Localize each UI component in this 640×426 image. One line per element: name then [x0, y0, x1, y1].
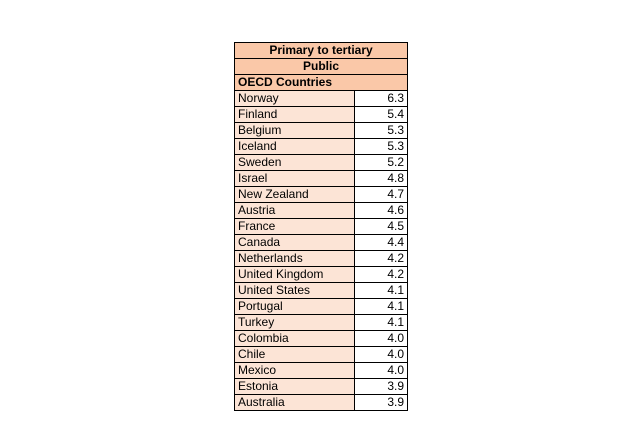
table-row: Austria 4.6	[234, 202, 409, 219]
table-row: Canada 4.4	[234, 234, 409, 251]
country-cell: Israel	[234, 170, 355, 187]
table-row: United Kingdom 4.2	[234, 266, 409, 283]
value-cell: 5.3	[353, 138, 409, 155]
country-cell: Mexico	[234, 362, 355, 379]
country-cell: Sweden	[234, 154, 355, 171]
table-row: Israel 4.8	[234, 170, 409, 187]
header-row-sector: Public	[233, 58, 409, 75]
table-row: Colombia 4.0	[234, 330, 409, 347]
country-cell: France	[234, 218, 355, 235]
table-row: Sweden 5.2	[234, 154, 409, 171]
country-cell: Portugal	[234, 298, 355, 315]
value-cell: 4.1	[353, 298, 409, 315]
table-row: Turkey 4.1	[234, 314, 409, 331]
header-row-group: OECD Countries	[233, 74, 409, 91]
table-row: France 4.5	[234, 218, 409, 235]
table-row: Chile 4.0	[234, 346, 409, 363]
table-row: Finland 5.4	[234, 106, 409, 123]
value-cell: 5.4	[353, 106, 409, 123]
country-cell: New Zealand	[234, 186, 355, 203]
country-cell: Norway	[234, 90, 355, 107]
value-cell: 5.3	[353, 122, 409, 139]
value-cell: 4.4	[353, 234, 409, 251]
value-cell: 4.0	[353, 362, 409, 379]
table-subtitle: Public	[233, 58, 409, 75]
country-cell: Colombia	[234, 330, 355, 347]
country-cell: Austria	[234, 202, 355, 219]
country-cell: Estonia	[234, 378, 355, 395]
country-cell: Netherlands	[234, 250, 355, 267]
country-cell: Belgium	[234, 122, 355, 139]
header-row-title: Primary to tertiary	[233, 42, 409, 59]
value-cell: 4.0	[353, 346, 409, 363]
country-cell: Turkey	[234, 314, 355, 331]
table-row: Estonia 3.9	[234, 378, 409, 395]
value-cell: 3.9	[353, 394, 409, 411]
table-row: Iceland 5.3	[234, 138, 409, 155]
value-cell: 4.8	[353, 170, 409, 187]
table-row: Portugal 4.1	[234, 298, 409, 315]
country-cell: Canada	[234, 234, 355, 251]
value-cell: 6.3	[353, 90, 409, 107]
table-row: Mexico 4.0	[234, 362, 409, 379]
value-cell: 5.2	[353, 154, 409, 171]
country-cell: Chile	[234, 346, 355, 363]
value-cell: 4.6	[353, 202, 409, 219]
value-cell: 4.0	[353, 330, 409, 347]
value-cell: 4.2	[353, 266, 409, 283]
table-row: New Zealand 4.7	[234, 186, 409, 203]
table-row: Norway 6.3	[234, 90, 409, 107]
value-cell: 4.1	[353, 282, 409, 299]
country-cell: United Kingdom	[234, 266, 355, 283]
table-row: Netherlands 4.2	[234, 250, 409, 267]
country-cell: Australia	[234, 394, 355, 411]
data-table: Primary to tertiary Public OECD Countrie…	[233, 42, 409, 411]
value-cell: 4.1	[353, 314, 409, 331]
country-cell: United States	[234, 282, 355, 299]
table-row: Australia 3.9	[234, 394, 409, 411]
value-cell: 3.9	[353, 378, 409, 395]
table-row: Belgium 5.3	[234, 122, 409, 139]
value-cell: 4.7	[353, 186, 409, 203]
value-cell: 4.5	[353, 218, 409, 235]
table-title: Primary to tertiary	[233, 42, 409, 59]
country-cell: Finland	[234, 106, 355, 123]
value-cell: 4.2	[353, 250, 409, 267]
country-cell: Iceland	[234, 138, 355, 155]
group-label: OECD Countries	[233, 74, 409, 91]
table-row: United States 4.1	[234, 282, 409, 299]
table-body: Primary to tertiary Public OECD Countrie…	[233, 42, 409, 411]
